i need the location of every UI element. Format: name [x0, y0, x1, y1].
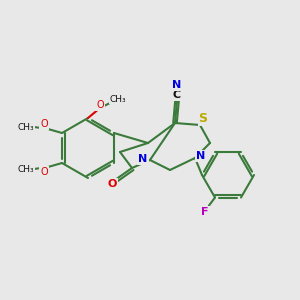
- Text: C: C: [173, 90, 181, 100]
- Text: N: N: [196, 151, 206, 161]
- Text: O: O: [40, 167, 48, 177]
- Text: CH₃: CH₃: [18, 164, 34, 173]
- Text: O: O: [107, 179, 117, 189]
- Text: S: S: [199, 112, 208, 124]
- Text: CH₃: CH₃: [18, 122, 34, 131]
- Text: N: N: [172, 80, 182, 90]
- Text: O: O: [40, 119, 48, 129]
- Text: CH₃: CH₃: [110, 94, 126, 103]
- Text: O: O: [96, 100, 104, 110]
- Text: N: N: [138, 154, 148, 164]
- Text: F: F: [201, 206, 209, 217]
